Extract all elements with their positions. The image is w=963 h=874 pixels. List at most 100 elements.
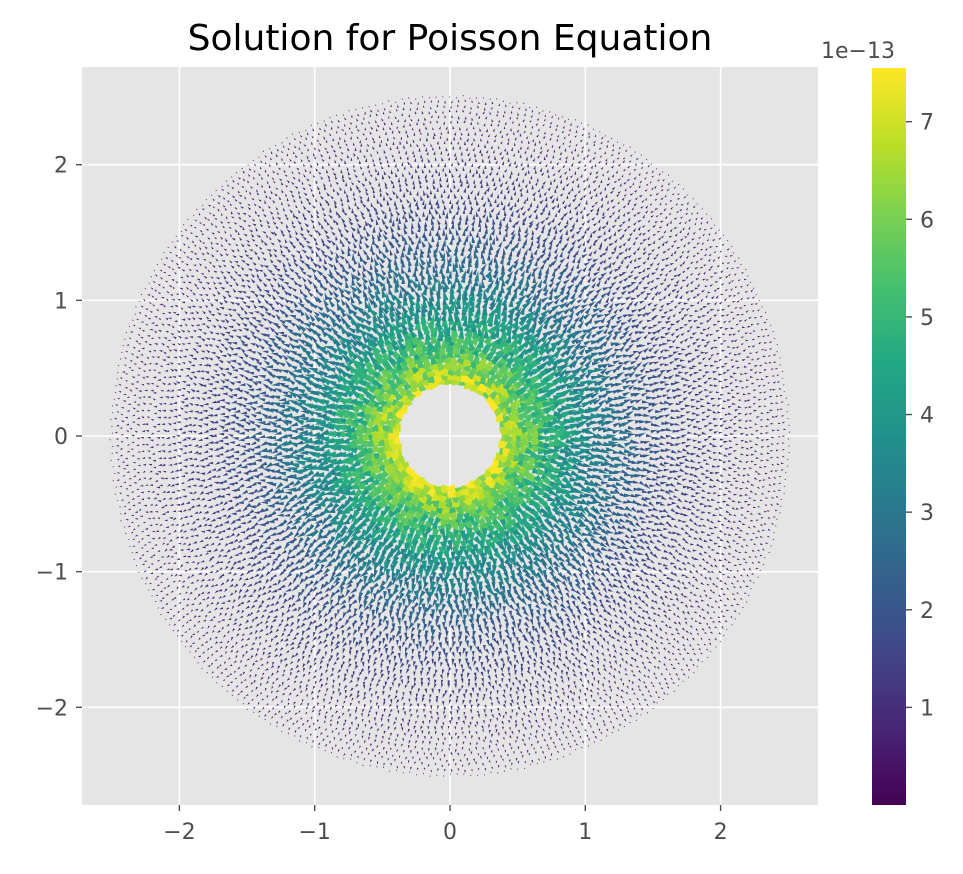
quiver-arrow [538, 346, 551, 356]
chart-title: Solution for Poisson Equation [188, 18, 713, 59]
quiver-arrow [362, 349, 375, 358]
quiver-arrow [503, 530, 509, 543]
quiver-arrow [578, 511, 588, 520]
quiver-arrow [312, 371, 324, 377]
quiver-arrow [527, 539, 538, 550]
quiver-arrow [431, 528, 440, 545]
quiver-arrow [557, 527, 565, 537]
quiver-arrow [504, 540, 515, 551]
quiver-arrow [340, 323, 347, 335]
quiver-arrow [391, 544, 401, 556]
quiver-arrow [432, 273, 439, 284]
quiver-arrow [585, 392, 595, 399]
quiver-arrow [329, 477, 344, 484]
quiver-arrow [358, 338, 368, 350]
quiver-arrow [457, 550, 463, 563]
quiver-arrow [395, 342, 407, 357]
quiver-arrow [511, 325, 521, 336]
quiver-arrow [358, 516, 371, 526]
quiver-arrow [541, 511, 554, 520]
quiver-arrow [509, 518, 519, 534]
quiver-arrow [306, 500, 315, 508]
quiver-arrow [446, 539, 452, 552]
quiver-arrow [501, 504, 516, 518]
quiver-arrow [428, 559, 435, 572]
quiver-arrow [352, 314, 362, 322]
quiver-arrow [549, 440, 565, 448]
quiver-arrow [577, 504, 587, 516]
quiver-arrow [574, 365, 584, 374]
quiver-arrow [472, 543, 479, 556]
quiver-arrow [511, 355, 524, 370]
quiver-arrow [550, 481, 563, 487]
quiver-arrow [533, 502, 542, 517]
quiver-arrow [427, 313, 435, 329]
quiver-arrow [474, 590, 479, 601]
quiver-arrow [466, 565, 472, 576]
quiver-arrow [471, 282, 476, 292]
quiver-arrow [588, 397, 599, 406]
quiver-arrow [454, 272, 459, 283]
quiver-arrow [579, 359, 588, 367]
quiver-arrow [590, 420, 601, 425]
quiver-arrow [361, 532, 373, 542]
quiver-arrow [518, 315, 529, 327]
quiver-arrow [353, 338, 363, 347]
quiver-arrow [326, 481, 340, 489]
quiver-arrow [536, 529, 545, 542]
quiver-arrow [498, 581, 503, 592]
quiver-arrow [492, 558, 498, 571]
quiver-arrow [422, 581, 429, 590]
quiver-arrow [347, 331, 358, 341]
quiver-arrow [394, 294, 403, 306]
quiver-arrow [368, 342, 382, 356]
quiver-arrow [526, 342, 536, 354]
quiver-arrow [578, 419, 590, 428]
quiver-arrow [345, 360, 357, 374]
quiver-arrow [298, 416, 309, 421]
quiver-arrow [558, 368, 568, 379]
quiver-arrow [584, 359, 593, 368]
quiver-arrow [364, 378, 379, 387]
quiver-arrow [483, 294, 492, 305]
quiver-arrow [423, 549, 430, 563]
quiver-arrow [405, 549, 413, 561]
quiver-arrow [357, 459, 374, 469]
quiver-arrow [409, 562, 419, 575]
quiver-arrow [371, 520, 384, 531]
quiver-arrow [580, 469, 590, 476]
quiver-arrow [357, 557, 362, 567]
quiver-arrow [564, 491, 576, 503]
quiver-arrow [384, 298, 390, 311]
quiver-arrow [391, 322, 403, 336]
quiver-arrow [442, 562, 447, 573]
quiver-arrow [405, 581, 409, 591]
quiver-arrow [582, 354, 591, 362]
quiver-arrow [522, 366, 534, 379]
quiver-arrow [297, 393, 308, 398]
quiver-arrow [591, 440, 602, 447]
quiver-arrow [379, 565, 385, 575]
quiver-arrow [351, 371, 366, 382]
quiver-arrow [306, 482, 319, 490]
quiver-arrow [513, 544, 518, 556]
quiver-arrow [568, 359, 576, 369]
quiver-arrow [557, 373, 570, 384]
quiver-arrow [454, 303, 460, 316]
quiver-arrow [541, 354, 552, 362]
quiver-arrow [449, 562, 454, 574]
quiver-arrow [334, 482, 349, 492]
quiver-arrow [324, 395, 337, 403]
quiver-arrow [446, 274, 453, 285]
quiver-arrow [399, 563, 404, 574]
quiver-arrow [325, 361, 336, 366]
quiver-arrow [593, 467, 603, 472]
quiver-arrow [538, 551, 547, 560]
quiver-arrow [525, 310, 537, 319]
quiver-arrow [514, 514, 524, 528]
quiver-arrow [350, 527, 362, 538]
quiver-arrow [349, 337, 359, 347]
quiver-arrow [537, 461, 551, 471]
quiver-arrow [510, 557, 516, 569]
quiver-arrow [563, 445, 575, 453]
